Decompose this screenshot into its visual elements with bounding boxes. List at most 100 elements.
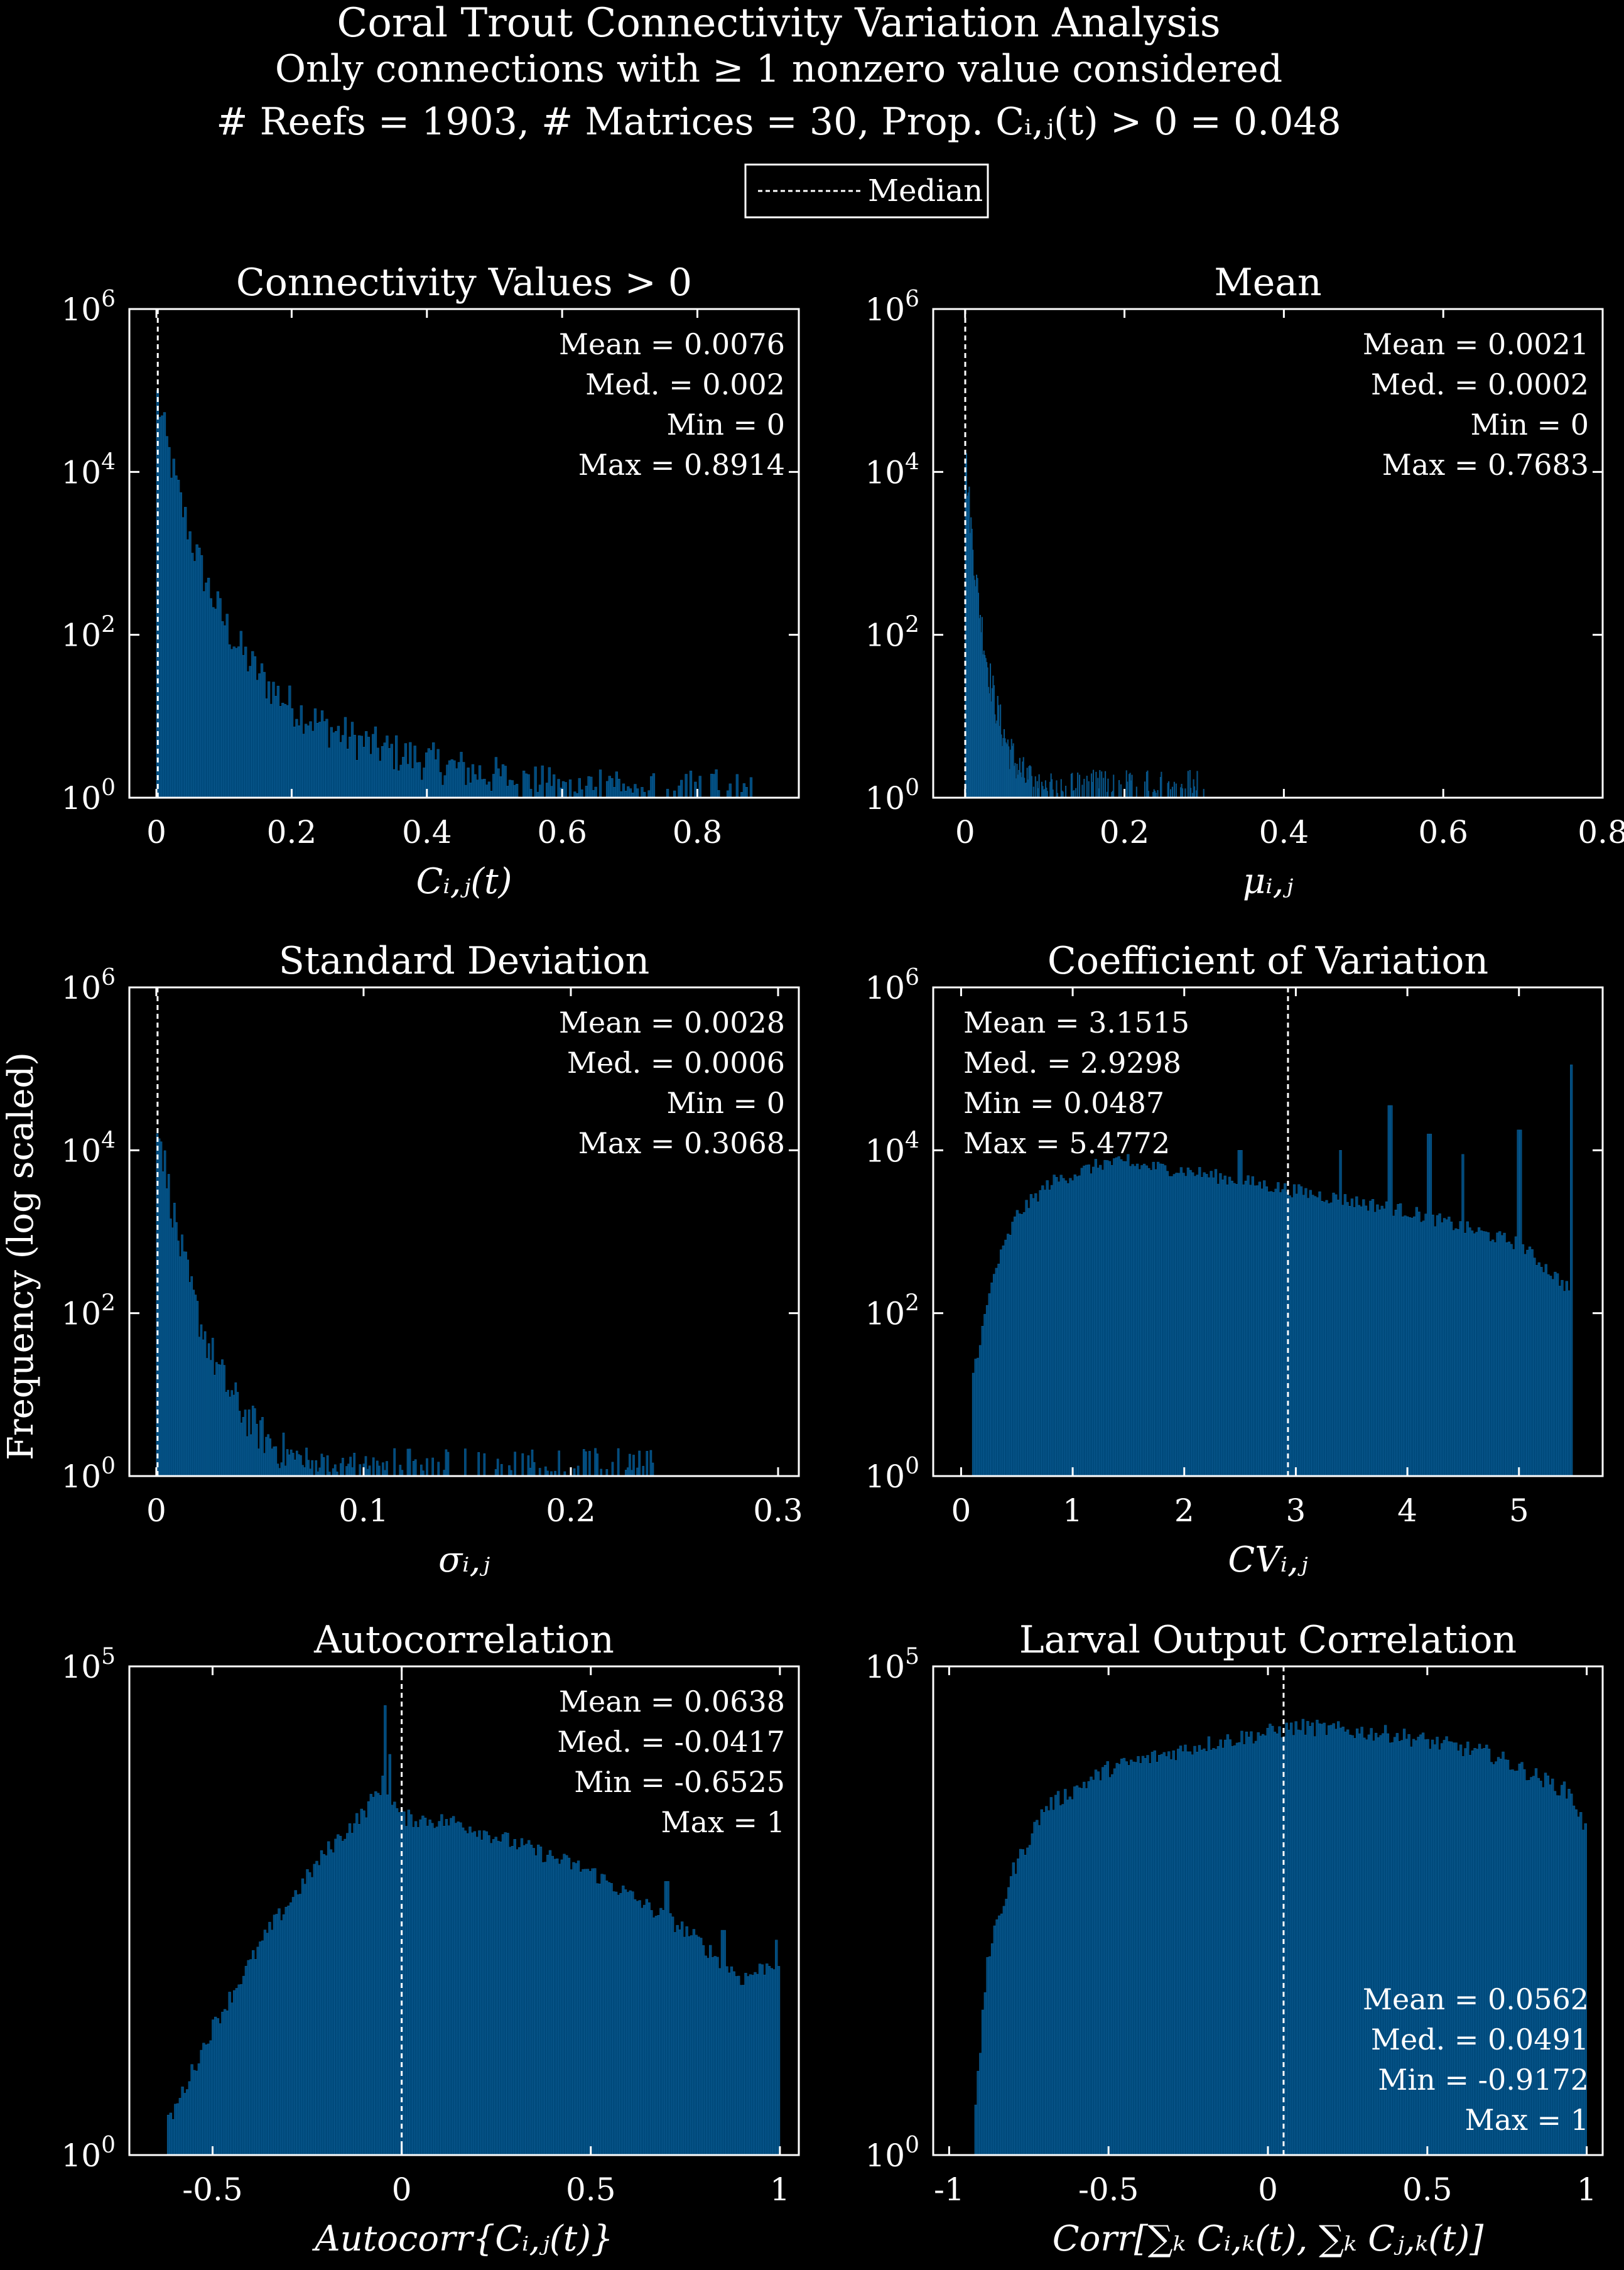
x-tick-label: 0 (1258, 2171, 1278, 2208)
histogram-bar (1269, 1724, 1272, 2156)
histogram-bar (395, 1808, 399, 2156)
histogram-bar (1071, 1180, 1075, 1477)
histogram-bar (1198, 1167, 1201, 1477)
histogram-bar (473, 1831, 477, 2156)
histogram-bar (642, 1904, 646, 2156)
histogram-bar (1468, 1227, 1471, 1477)
histogram-bar (544, 1466, 547, 1477)
histogram-bar (344, 717, 347, 798)
histogram-bar (1441, 1222, 1444, 1477)
histogram-bar (1171, 1176, 1174, 1477)
histogram-bar (539, 1846, 543, 2156)
histogram-bar (247, 1409, 251, 1477)
histogram-bar (454, 1823, 458, 2156)
histogram-bar (169, 1219, 172, 1477)
histogram-bar (332, 732, 335, 798)
histogram-bar (1360, 1206, 1363, 1477)
histogram-bar (1526, 1249, 1529, 1477)
histogram-bar (669, 1913, 672, 2156)
histogram-bar (1118, 1764, 1121, 2156)
histogram-bar (391, 1805, 394, 2156)
histogram-bar (1260, 1188, 1264, 1477)
histogram-bar (1399, 1203, 1402, 1477)
histogram-bar (423, 768, 426, 798)
histogram-bar (309, 721, 312, 798)
histogram-bar (290, 1449, 293, 1477)
histogram-bar (712, 774, 716, 798)
histogram-bar (360, 736, 363, 798)
histogram-bar (196, 1301, 199, 1477)
histogram-bar (367, 1801, 371, 2156)
histogram-bar (259, 1941, 262, 2156)
histogram-bar (377, 1465, 381, 1477)
y-tick-label: 102 (61, 612, 116, 654)
histogram-bar (1562, 1781, 1566, 2156)
histogram-bar (237, 646, 241, 798)
histogram-bar (1281, 1189, 1284, 1477)
histogram-bar (1348, 1206, 1351, 1477)
y-tick-label: 100 (865, 2132, 919, 2174)
histogram-bar (485, 785, 489, 798)
histogram-bar (480, 779, 484, 798)
histogram-bar (605, 781, 609, 798)
histogram-bar (420, 779, 423, 798)
x-axis-label: Autocorr{Cᵢ,ⱼ(t)} (311, 2218, 614, 2259)
histogram-bar (1266, 1728, 1269, 2156)
x-axis-label: μᵢ,ⱼ (1243, 861, 1293, 902)
histogram-bar (179, 1256, 181, 1477)
histogram-bar (1172, 1750, 1175, 2156)
histogram-bar (273, 1447, 276, 1477)
histogram-bar (544, 1862, 547, 2156)
histogram-bar (999, 1249, 1003, 1477)
legend-box (744, 163, 989, 219)
histogram-bar (1055, 1176, 1058, 1477)
histogram-bar (1251, 1176, 1254, 1477)
histogram-bar (337, 1834, 340, 2156)
stat-line: Max = 0.8914 (578, 448, 785, 482)
histogram-bar (1162, 1752, 1166, 2156)
histogram-bar (1270, 1191, 1273, 1477)
histogram-bar (436, 749, 440, 798)
histogram-bar (170, 477, 173, 798)
y-tick-label: 106 (865, 965, 919, 1006)
histogram-bar (1127, 1765, 1130, 2156)
histogram-bar (701, 1945, 705, 2156)
histogram-bar (386, 1795, 389, 2156)
histogram-bar (629, 1890, 632, 2156)
histogram-bar (426, 1825, 430, 2156)
y-tick-label: 100 (61, 2132, 116, 2174)
histogram-bar (288, 685, 291, 798)
histogram-bar (1565, 1281, 1568, 1477)
histogram-bar (442, 1826, 446, 2156)
histogram-bar (685, 1926, 688, 2156)
histogram-bar (205, 1358, 208, 1477)
histogram-bar (1478, 1227, 1481, 1477)
stat-line: Min = 0.0487 (963, 1086, 1164, 1120)
histogram-bar (281, 702, 284, 798)
histogram-bar (1313, 1736, 1316, 2156)
histogram-bar (1549, 1276, 1552, 1477)
histogram-bar (1140, 1165, 1144, 1477)
histogram-bar (504, 766, 507, 798)
histogram-bar (446, 764, 449, 798)
histogram-bar (372, 1457, 375, 1477)
histogram-bar (191, 553, 194, 798)
histogram-bar (311, 1460, 314, 1477)
histogram-bar (615, 771, 619, 798)
histogram-bar (215, 1362, 218, 1477)
histogram-bar (279, 706, 282, 798)
histogram-bar (251, 651, 254, 798)
histogram-bar (249, 1434, 252, 1477)
histogram-bar (494, 757, 498, 798)
histogram-bar (412, 1460, 415, 1477)
histogram-bar (478, 765, 482, 798)
histogram-bar (240, 1423, 243, 1477)
histogram-bar (715, 769, 718, 798)
histogram-bar (447, 1452, 450, 1477)
histogram-bar (307, 1460, 310, 1477)
histogram-bar (1323, 1722, 1326, 2156)
histogram-bar (239, 631, 242, 798)
histogram-bar (165, 1188, 168, 1477)
histogram-bar (1144, 781, 1146, 798)
